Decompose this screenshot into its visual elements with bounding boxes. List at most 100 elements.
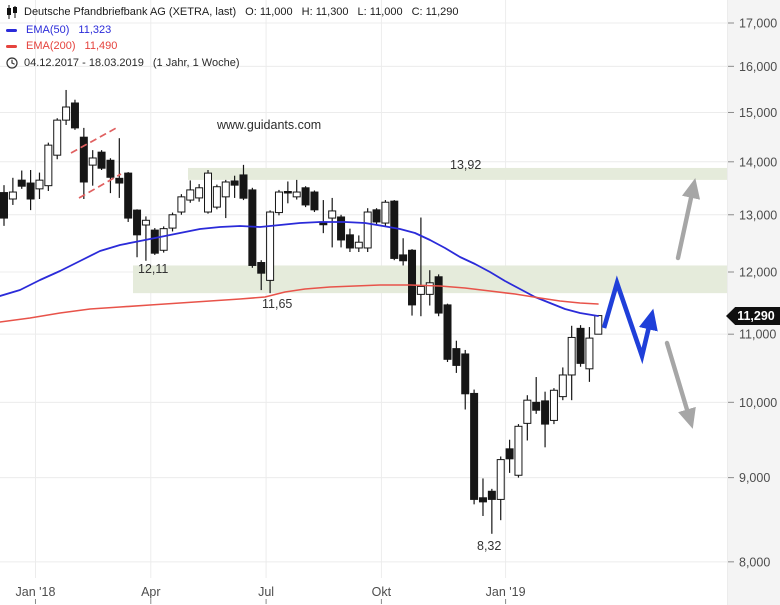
candle-body bbox=[470, 392, 479, 500]
y-axis-label: 16,000 bbox=[739, 60, 777, 74]
candle-body bbox=[452, 348, 461, 366]
candle-body bbox=[549, 389, 558, 421]
resistance-price-label: 13,92 bbox=[450, 158, 482, 172]
y-axis-label: 8,000 bbox=[739, 555, 770, 569]
ema50-swatch bbox=[6, 28, 17, 32]
price-axis-background bbox=[727, 0, 780, 605]
candle-body bbox=[372, 209, 381, 223]
candle-body bbox=[35, 179, 44, 190]
candle-body bbox=[70, 102, 79, 129]
candle-body bbox=[0, 192, 8, 219]
candle-body bbox=[585, 337, 594, 370]
dashed-channel-line bbox=[78, 173, 122, 199]
close-value: C: 11,290 bbox=[411, 5, 459, 18]
candle-body bbox=[248, 189, 257, 266]
candle-body bbox=[204, 172, 213, 213]
trend-arrow-up bbox=[675, 177, 701, 261]
candle-body bbox=[177, 196, 186, 213]
low-value: L: 11,000 bbox=[357, 5, 403, 18]
candle-body bbox=[328, 210, 337, 219]
candle-body bbox=[8, 191, 17, 200]
x-axis-label: Jan '18 bbox=[16, 585, 56, 599]
candle-body bbox=[363, 211, 372, 249]
trend-arrow-down bbox=[664, 340, 696, 429]
y-axis-label: 14,000 bbox=[739, 155, 777, 169]
y-axis-label: 11,000 bbox=[739, 328, 776, 342]
candle-body bbox=[434, 276, 443, 314]
axis-labels: 17,000 16,000 15,000 14,000 13,000 12,000 11,0… bbox=[16, 17, 777, 604]
candle-body bbox=[594, 315, 603, 335]
candle-body bbox=[88, 157, 97, 166]
ema200-swatch bbox=[6, 44, 17, 48]
clock-icon bbox=[4, 56, 19, 69]
candle-body bbox=[141, 219, 150, 226]
candle-body bbox=[310, 191, 319, 211]
candle-body bbox=[26, 182, 35, 200]
watermark: www.guidants.com bbox=[217, 118, 322, 132]
candles bbox=[0, 89, 603, 534]
candle-body bbox=[115, 177, 124, 184]
candle-body bbox=[133, 209, 142, 236]
candle-body bbox=[274, 191, 283, 214]
candle-body bbox=[168, 214, 177, 229]
candle-body bbox=[283, 191, 292, 194]
candle-body bbox=[390, 200, 399, 259]
candle-body bbox=[567, 336, 576, 376]
y-axis-label: 15,000 bbox=[739, 106, 777, 120]
ema50-line bbox=[0, 221, 599, 317]
candle-body bbox=[408, 249, 417, 306]
candle-body bbox=[17, 179, 26, 187]
candle-body bbox=[44, 144, 53, 187]
candle-body bbox=[461, 353, 470, 395]
high-value: H: 11,300 bbox=[301, 5, 349, 18]
candle-body bbox=[541, 400, 550, 425]
candle-body bbox=[212, 186, 221, 208]
x-axis-label: Apr bbox=[141, 585, 160, 599]
candle-body bbox=[186, 189, 195, 201]
candle-body bbox=[354, 241, 363, 249]
candle-body bbox=[106, 159, 115, 178]
analyst-drawings bbox=[70, 126, 701, 429]
candle-body bbox=[337, 216, 346, 241]
x-axis-label: Okt bbox=[372, 585, 392, 599]
support-upper-price-label: 12,11 bbox=[138, 262, 169, 276]
candle-body bbox=[62, 106, 71, 121]
instrument-row: Deutsche Pfandbriefbank AG (XETRA, last)… bbox=[4, 4, 468, 19]
y-axis-label: 9,000 bbox=[739, 471, 770, 485]
candle-body bbox=[496, 459, 505, 500]
candle-body bbox=[443, 304, 452, 360]
candle-body bbox=[576, 327, 585, 364]
candle-body bbox=[478, 497, 487, 503]
ema50-value: 11,323 bbox=[78, 24, 112, 36]
candle-body bbox=[345, 234, 354, 249]
candle-body bbox=[230, 180, 239, 186]
candle-body bbox=[97, 151, 106, 169]
y-axis-label: 13,000 bbox=[739, 208, 777, 222]
indicator-lines bbox=[0, 221, 599, 323]
period-range: 04.12.2017 - 18.03.2019 bbox=[24, 56, 144, 69]
period-detail: (1 Jahr, 1 Woche) bbox=[152, 56, 240, 69]
candle-body bbox=[558, 374, 567, 398]
candle-body bbox=[79, 136, 88, 183]
candle-body bbox=[257, 262, 266, 274]
period-row: 04.12.2017 - 18.03.2019 (1 Jahr, 1 Woche… bbox=[4, 56, 249, 69]
y-axis-label: 10,000 bbox=[739, 396, 777, 410]
ema50-label: EMA(50) bbox=[26, 24, 70, 36]
instrument-title: Deutsche Pfandbriefbank AG (XETRA, last) bbox=[24, 5, 237, 18]
y-axis-label: 17,000 bbox=[739, 17, 777, 31]
y-axis-label: 12,000 bbox=[739, 265, 777, 279]
ema200-legend-row: EMA(200) 11,490 bbox=[4, 40, 126, 52]
last-price-badge: 11,290 bbox=[726, 307, 780, 325]
resistance-zone bbox=[188, 167, 727, 180]
support-lower-price-label: 11,65 bbox=[262, 297, 293, 311]
ema200-label: EMA(200) bbox=[26, 40, 76, 52]
candle-body bbox=[266, 211, 275, 281]
candle-body bbox=[239, 174, 248, 199]
candle-body bbox=[532, 401, 541, 411]
candle-body bbox=[159, 228, 168, 251]
candle-body bbox=[425, 282, 434, 295]
open-value: O: 11,000 bbox=[245, 5, 293, 18]
candle-body bbox=[523, 399, 532, 424]
candle-body bbox=[505, 448, 514, 460]
